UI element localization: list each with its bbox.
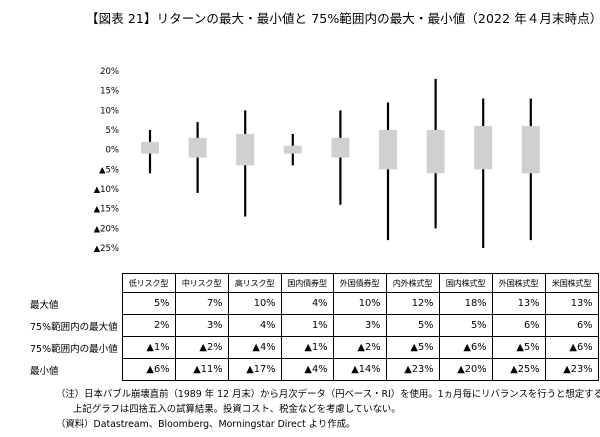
box-group <box>188 122 207 193</box>
y-tick-label: 10% <box>100 106 119 116</box>
table-header-cell: 米国株式型 <box>544 273 599 293</box>
table-cell: 3% <box>174 314 229 337</box>
box-group <box>426 78 445 229</box>
table-cell: 10% <box>227 292 282 315</box>
table-cell: 5% <box>438 314 493 337</box>
table-cell: 6% <box>544 314 599 337</box>
y-tick-label: 0% <box>106 146 120 156</box>
y-tick-label: 15% <box>100 87 119 97</box>
table-cell: 7% <box>174 292 229 315</box>
y-tick-label: ▲15% <box>94 205 119 215</box>
table-cell: ▲23% <box>385 358 440 381</box>
notes: （注）日本バブル崩壊直前（1989 年 12 月末）から月次データ（円ベース・R… <box>56 387 600 432</box>
table-cell: 5% <box>121 292 176 315</box>
chart-marks <box>141 78 540 248</box>
table-cell: 13% <box>544 292 599 315</box>
table-header-cell: 高リスク型 <box>227 273 282 293</box>
table-cell: 10% <box>332 292 387 315</box>
table-header-cell: 国内株式型 <box>438 273 493 293</box>
range-box <box>188 137 207 158</box>
y-tick-label: ▲25% <box>94 244 119 254</box>
box-group <box>283 133 302 166</box>
box-group <box>236 110 255 217</box>
table-cell: ▲6% <box>438 336 493 359</box>
box-chart: 20% 15% 10% 5% 0% ▲5% ▲10% ▲15% ▲20% ▲25% <box>94 67 540 254</box>
range-box <box>474 126 493 170</box>
table-header-row: 低リスク型 中リスク型 高リスク型 国内債券型 外国債券型 内外株式型 国内株式型 外国株式型… <box>28 273 599 293</box>
box-group <box>141 130 159 174</box>
table-cell: 5% <box>385 314 440 337</box>
table-cell: ▲5% <box>385 336 440 359</box>
note-source: （資料）Datastream、Bloomberg、Morningstar Dir… <box>56 419 356 430</box>
note-line-2: 上記グラフは四捨五入の試算結果。投資コスト、税金などを考慮していない。 <box>73 404 401 415</box>
table-cell: 3% <box>332 314 387 337</box>
range-box <box>283 145 302 154</box>
box-group <box>521 98 540 241</box>
table-header-cell: 外国株式型 <box>491 273 546 293</box>
table-cell: 4% <box>280 292 334 315</box>
table-cell: 4% <box>227 314 282 337</box>
table-cell: ▲4% <box>280 358 334 381</box>
table-cell: ▲6% <box>544 336 599 359</box>
box-group <box>379 102 397 241</box>
range-box <box>141 141 159 154</box>
chart-title: 【図表 21】リターンの最大・最小値と 75%範囲内の最大・最小値（2022 年… <box>86 11 600 26</box>
y-tick-label: ▲5% <box>99 165 119 175</box>
table-row-label: 最小値 <box>30 365 59 377</box>
y-tick-label: 20% <box>100 67 119 77</box>
table-cell: ▲2% <box>332 336 387 359</box>
table-cell: ▲14% <box>332 358 387 381</box>
table-header-cell: 中リスク型 <box>174 273 229 293</box>
range-box <box>521 126 540 174</box>
table-header-cell: 内外株式型 <box>385 273 440 293</box>
table-cell: ▲6% <box>121 358 176 381</box>
box-group <box>474 98 493 248</box>
table-cell: 6% <box>491 314 546 337</box>
y-tick-label: 5% <box>106 126 120 136</box>
table-corner <box>28 274 122 293</box>
table-cell: 2% <box>121 314 176 337</box>
table-row: 最大値 5% 7% 10% 4% 10% 12% 18% 13% 13% <box>28 292 599 315</box>
stats-table: 低リスク型 中リスク型 高リスク型 国内債券型 外国債券型 内外株式型 国内株式型 外国株式型… <box>28 273 599 381</box>
range-box <box>331 137 350 158</box>
table-header-cell: 外国債券型 <box>332 273 387 293</box>
table-cell: 13% <box>491 292 546 315</box>
table-cell: ▲20% <box>438 358 493 381</box>
table-row-label: 75%範囲内の最大値 <box>30 321 118 333</box>
note-line-1: （注）日本バブル崩壊直前（1989 年 12 月末）から月次データ（円ベース・R… <box>56 389 600 400</box>
table-cell: ▲25% <box>491 358 546 381</box>
table-cell: ▲2% <box>174 336 229 359</box>
table-cell: ▲17% <box>227 358 282 381</box>
table-cell: 18% <box>438 292 493 315</box>
range-box <box>379 130 397 170</box>
y-axis: 20% 15% 10% 5% 0% ▲5% ▲10% ▲15% ▲20% ▲25% <box>94 67 119 254</box>
table-row-label: 最大値 <box>30 299 59 311</box>
table-cell: 1% <box>280 314 334 337</box>
table-header-cell: 国内債券型 <box>280 273 334 293</box>
y-tick-label: ▲20% <box>94 224 119 234</box>
table-row-label: 75%範囲内の最小値 <box>30 343 118 355</box>
table-cell: ▲11% <box>174 358 229 381</box>
table-cell: ▲1% <box>280 336 334 359</box>
table-cell: ▲4% <box>227 336 282 359</box>
table-cell: ▲5% <box>491 336 546 359</box>
y-tick-label: ▲10% <box>94 185 119 195</box>
range-box <box>236 133 255 166</box>
table-row: 75%範囲内の最大値 2% 3% 4% 1% 3% 5% 5% 6% 6% <box>28 314 599 337</box>
table-cell: 12% <box>385 292 440 315</box>
table-header-cell: 低リスク型 <box>121 273 176 293</box>
box-group <box>331 110 350 205</box>
range-box <box>426 130 445 174</box>
table-row: 最小値 ▲6% ▲11% ▲17% ▲4% ▲14% ▲23% ▲20% ▲25% ▲23% <box>28 358 599 381</box>
table-cell: ▲1% <box>121 336 176 359</box>
table-cell: ▲23% <box>544 358 599 381</box>
table-row: 75%範囲内の最小値 ▲1% ▲2% ▲4% ▲1% ▲2% ▲5% ▲6% ▲5% ▲6% <box>28 336 599 359</box>
